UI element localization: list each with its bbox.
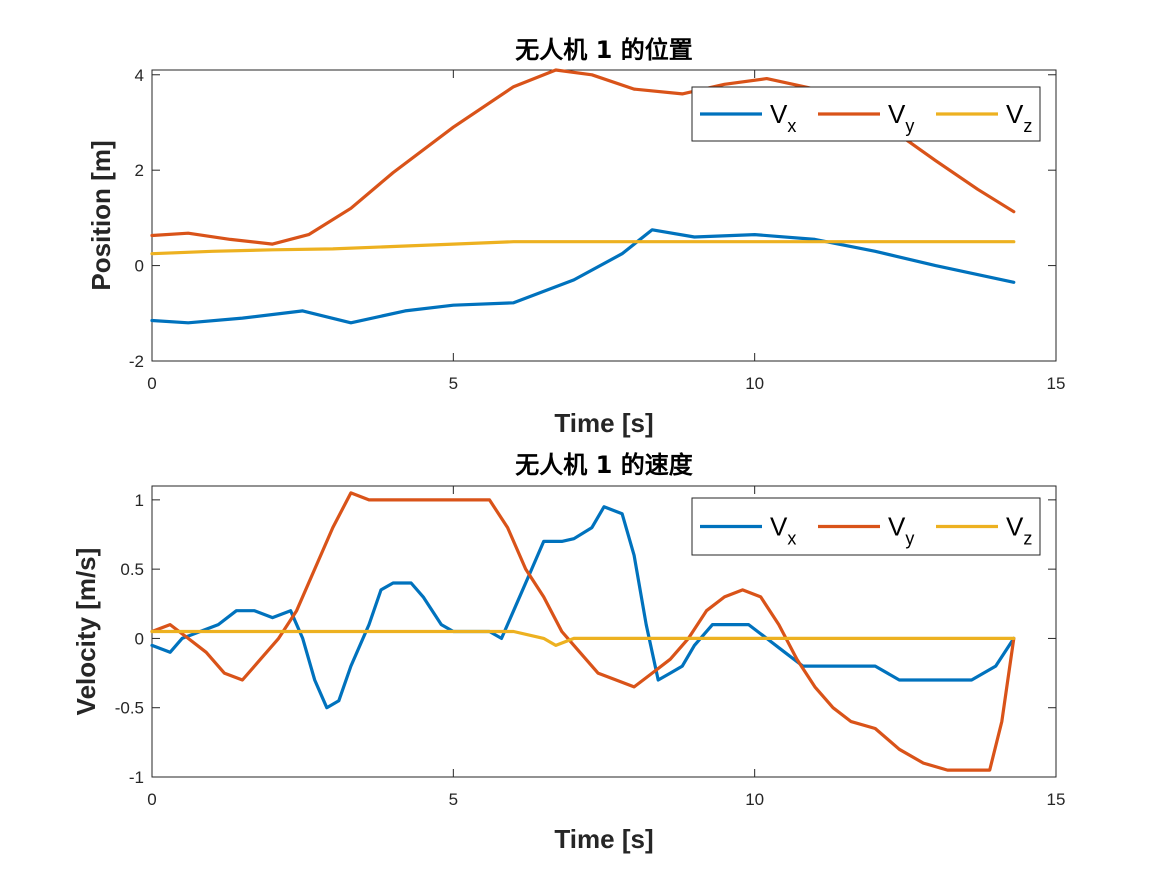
position-x-tick-label: 10: [745, 374, 764, 393]
position-chart-title: 无人机 1 的位置: [515, 36, 692, 64]
velocity-panel: 0 5 10 15 -1 -0.5 0 0.5 1 无人机 1 的速度 Time [s] Vel…: [71, 451, 1065, 854]
velocity-legend-subscript-vz: z: [1023, 529, 1032, 549]
velocity-y-tick-label: 0: [135, 629, 144, 648]
position-x-tick-label: 0: [147, 374, 156, 393]
position-y-axis-label: Position [m]: [86, 140, 116, 290]
velocity-series-vz: [150, 629, 1016, 648]
position-legend-subscript-vx: x: [787, 116, 796, 136]
position-legend: Vx Vy Vz: [691, 86, 1041, 142]
velocity-x-tick-label: 15: [1047, 790, 1066, 809]
position-series-vz: [150, 240, 1016, 256]
velocity-y-tick-label: 0.5: [120, 560, 144, 579]
velocity-ticks: 0 5 10 15 -1 -0.5 0 0.5 1: [115, 486, 1066, 809]
position-x-axis-label: Time [s]: [554, 408, 653, 438]
velocity-series-vx: [150, 505, 1016, 710]
position-series-vx: [150, 228, 1016, 325]
position-y-tick-label: 0: [135, 257, 144, 276]
velocity-y-tick-label: 1: [135, 491, 144, 510]
position-y-tick-label: 2: [135, 161, 144, 180]
position-x-tick-label: 15: [1047, 374, 1066, 393]
velocity-series-vy: [150, 491, 1016, 772]
velocity-x-tick-label: 0: [147, 790, 156, 809]
position-y-tick-label: 4: [135, 66, 144, 85]
velocity-y-tick-label: -0.5: [115, 699, 144, 718]
velocity-legend-subscript-vx: x: [787, 529, 796, 549]
velocity-x-tick-label: 10: [745, 790, 764, 809]
velocity-x-tick-label: 5: [449, 790, 458, 809]
velocity-legend: Vx Vy Vz: [691, 497, 1041, 556]
position-y-tick-label: -2: [129, 352, 144, 371]
velocity-chart-title: 无人机 1 的速度: [515, 451, 693, 479]
velocity-y-axis-label: Velocity [m/s]: [71, 548, 101, 716]
position-legend-subscript-vz: z: [1023, 116, 1032, 136]
velocity-x-axis-label: Time [s]: [554, 824, 653, 854]
position-legend-subscript-vy: y: [905, 116, 914, 136]
velocity-y-tick-label: -1: [129, 768, 144, 787]
velocity-legend-subscript-vy: y: [905, 529, 914, 549]
position-x-tick-label: 5: [449, 374, 458, 393]
velocity-lines: [150, 491, 1016, 772]
